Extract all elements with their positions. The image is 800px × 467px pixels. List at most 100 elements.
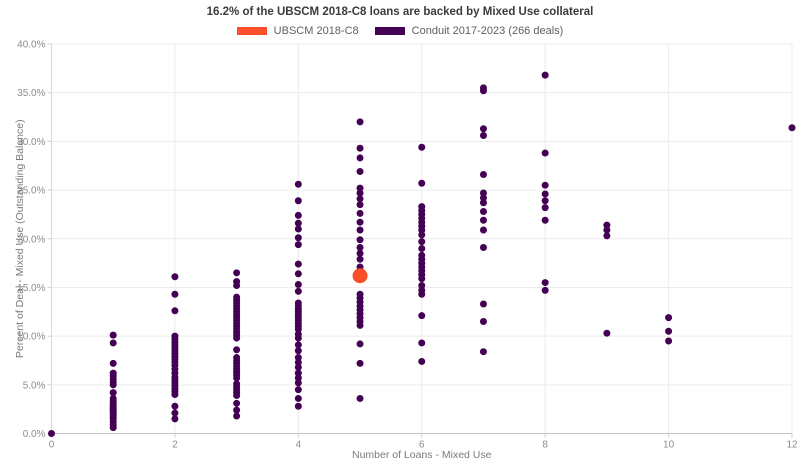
conduit-data-point[interactable]	[233, 374, 241, 382]
conduit-data-point[interactable]	[479, 189, 487, 197]
conduit-data-point[interactable]	[294, 219, 302, 227]
conduit-data-point[interactable]	[603, 232, 611, 240]
conduit-data-point[interactable]	[541, 190, 549, 198]
conduit-data-point[interactable]	[171, 402, 179, 410]
conduit-data-point[interactable]	[418, 238, 426, 246]
conduit-data-point[interactable]	[479, 194, 487, 202]
conduit-data-point[interactable]	[603, 221, 611, 229]
conduit-data-point[interactable]	[109, 359, 117, 367]
conduit-data-point[interactable]	[479, 132, 487, 140]
conduit-data-point[interactable]	[294, 197, 302, 205]
conduit-data-point[interactable]	[356, 184, 364, 192]
conduit-data-point[interactable]	[294, 334, 302, 342]
conduit-data-point[interactable]	[479, 170, 487, 178]
conduit-data-point[interactable]	[479, 87, 487, 95]
conduit-data-point[interactable]	[356, 340, 364, 348]
conduit-data-point[interactable]	[233, 281, 241, 289]
conduit-data-point[interactable]	[294, 386, 302, 394]
conduit-data-point[interactable]	[233, 334, 241, 342]
conduit-data-point[interactable]	[541, 216, 549, 224]
conduit-data-point[interactable]	[356, 244, 364, 252]
conduit-data-point[interactable]	[479, 318, 487, 326]
conduit-data-point[interactable]	[294, 402, 302, 410]
conduit-data-point[interactable]	[418, 179, 426, 187]
conduit-data-point[interactable]	[294, 270, 302, 278]
conduit-data-point[interactable]	[109, 424, 117, 432]
conduit-data-point[interactable]	[356, 154, 364, 162]
conduit-data-point[interactable]	[171, 415, 179, 423]
conduit-data-point[interactable]	[479, 125, 487, 133]
conduit-data-point[interactable]	[171, 290, 179, 298]
conduit-data-point[interactable]	[294, 379, 302, 387]
conduit-data-point[interactable]	[48, 430, 55, 437]
conduit-data-point[interactable]	[418, 244, 426, 252]
conduit-data-point[interactable]	[294, 347, 302, 355]
conduit-data-point[interactable]	[294, 241, 302, 249]
conduit-data-point[interactable]	[109, 339, 117, 347]
conduit-data-point[interactable]	[294, 234, 302, 242]
conduit-data-point[interactable]	[356, 321, 364, 329]
conduit-data-point[interactable]	[603, 329, 611, 337]
conduit-data-point[interactable]	[294, 287, 302, 295]
conduit-data-point[interactable]	[356, 201, 364, 209]
conduit-data-point[interactable]	[356, 189, 364, 197]
conduit-data-point[interactable]	[541, 181, 549, 189]
conduit-data-point[interactable]	[603, 226, 611, 234]
conduit-data-point[interactable]	[356, 218, 364, 226]
conduit-data-point[interactable]	[294, 374, 302, 382]
conduit-data-point[interactable]	[233, 392, 241, 400]
conduit-data-point[interactable]	[233, 269, 241, 277]
conduit-data-point[interactable]	[665, 314, 673, 322]
conduit-data-point[interactable]	[294, 394, 302, 402]
conduit-data-point[interactable]	[171, 409, 179, 417]
conduit-data-point[interactable]	[356, 195, 364, 203]
conduit-data-point[interactable]	[541, 149, 549, 157]
conduit-data-point[interactable]	[356, 249, 364, 257]
legend-item-ubscm[interactable]: UBSCM 2018-C8	[236, 25, 359, 37]
conduit-data-point[interactable]	[418, 226, 426, 234]
conduit-data-point[interactable]	[418, 312, 426, 320]
conduit-data-point[interactable]	[665, 337, 673, 345]
conduit-data-point[interactable]	[294, 211, 302, 219]
conduit-data-point[interactable]	[171, 273, 179, 281]
conduit-data-point[interactable]	[294, 225, 302, 233]
conduit-data-point[interactable]	[356, 236, 364, 244]
conduit-data-point[interactable]	[356, 118, 364, 126]
conduit-data-point[interactable]	[479, 207, 487, 215]
conduit-data-point[interactable]	[294, 363, 302, 371]
conduit-data-point[interactable]	[294, 180, 302, 188]
conduit-data-point[interactable]	[418, 231, 426, 239]
conduit-data-point[interactable]	[356, 226, 364, 234]
conduit-data-point[interactable]	[294, 281, 302, 289]
conduit-data-point[interactable]	[109, 381, 117, 389]
conduit-data-point[interactable]	[171, 307, 179, 315]
conduit-data-point[interactable]	[418, 357, 426, 365]
conduit-data-point[interactable]	[171, 391, 179, 399]
conduit-data-point[interactable]	[356, 144, 364, 152]
conduit-data-point[interactable]	[356, 209, 364, 217]
legend-item-conduit[interactable]: Conduit 2017-2023 (266 deals)	[374, 25, 563, 37]
conduit-data-point[interactable]	[418, 275, 426, 283]
conduit-data-point[interactable]	[479, 199, 487, 207]
conduit-data-point[interactable]	[479, 226, 487, 234]
conduit-data-point[interactable]	[356, 168, 364, 176]
conduit-data-point[interactable]	[418, 290, 426, 298]
conduit-data-point[interactable]	[233, 346, 241, 354]
conduit-data-point[interactable]	[109, 389, 117, 397]
conduit-data-point[interactable]	[418, 339, 426, 347]
conduit-data-point[interactable]	[233, 412, 241, 420]
conduit-data-point[interactable]	[294, 358, 302, 366]
conduit-data-point[interactable]	[109, 331, 117, 339]
conduit-data-point[interactable]	[294, 325, 302, 333]
conduit-data-point[interactable]	[294, 369, 302, 377]
conduit-data-point[interactable]	[541, 286, 549, 294]
conduit-data-point[interactable]	[294, 260, 302, 268]
conduit-data-point[interactable]	[356, 359, 364, 367]
conduit-data-point[interactable]	[665, 327, 673, 335]
conduit-data-point[interactable]	[418, 143, 426, 151]
conduit-data-point[interactable]	[356, 255, 364, 263]
conduit-data-point[interactable]	[788, 124, 796, 132]
conduit-data-point[interactable]	[479, 216, 487, 224]
conduit-data-point[interactable]	[294, 341, 302, 349]
conduit-data-point[interactable]	[479, 244, 487, 252]
